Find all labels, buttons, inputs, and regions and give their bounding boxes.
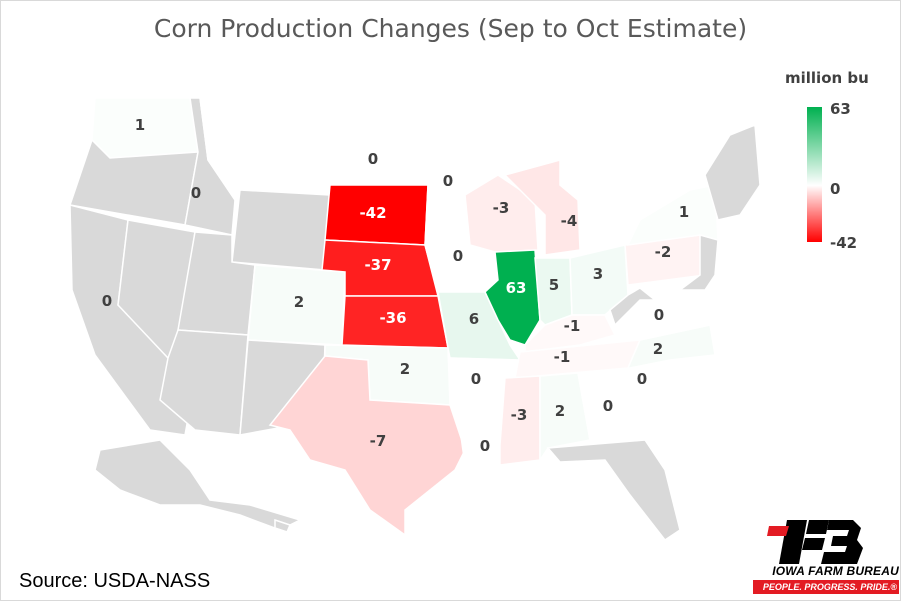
value-label-kentucky: -1 bbox=[564, 317, 581, 335]
state-alabama bbox=[539, 372, 591, 463]
iowa-farm-bureau-logo: IOWA FARM BUREAU PEOPLE. PROGRESS. PRIDE… bbox=[749, 520, 899, 596]
value-label-texas: -7 bbox=[370, 432, 387, 450]
legend-mid-label: 0 bbox=[830, 180, 841, 198]
value-label-pennsylvania: -2 bbox=[655, 243, 672, 261]
value-label-mississippi: -3 bbox=[511, 406, 528, 424]
value-label-illinois: 63 bbox=[506, 279, 527, 297]
legend-title: million bu bbox=[785, 69, 869, 87]
value-label-tennessee: -1 bbox=[554, 348, 571, 366]
value-label-northdakota: 0 bbox=[368, 150, 378, 168]
value-label-indiana: 5 bbox=[549, 276, 559, 294]
value-label-southdakota: -42 bbox=[359, 204, 386, 222]
source-note: Source: USDA-NASS bbox=[19, 570, 211, 592]
state-wisconsin bbox=[464, 174, 539, 253]
value-label-iowa: 0 bbox=[453, 247, 463, 265]
state-texas bbox=[268, 355, 466, 537]
state-michigan bbox=[503, 159, 581, 256]
value-label-northcarolina: 2 bbox=[653, 340, 663, 358]
value-label-oklahoma: 2 bbox=[400, 360, 410, 378]
value-label-wisconsin: -3 bbox=[493, 199, 510, 217]
value-label-michigan: -4 bbox=[561, 212, 578, 230]
state-florida bbox=[546, 439, 681, 542]
state-northdakota bbox=[329, 129, 429, 186]
value-label-alabama: 2 bbox=[555, 402, 565, 420]
value-label-california: 0 bbox=[102, 292, 112, 310]
fb-logo-icon bbox=[767, 520, 863, 564]
logo-tagline: PEOPLE. PROGRESS. PRIDE.® bbox=[753, 580, 899, 594]
legend-color-scale bbox=[807, 107, 822, 242]
chart-title: Corn Production Changes (Sep to Oct Esti… bbox=[153, 14, 748, 43]
state-georgia bbox=[577, 369, 661, 441]
state-newengland bbox=[704, 123, 761, 221]
state-wyoming bbox=[231, 189, 331, 271]
value-label-arkansas: 0 bbox=[471, 370, 481, 388]
state-hawaii bbox=[274, 518, 292, 533]
state-alaska bbox=[94, 439, 303, 531]
value-label-georgia: 0 bbox=[603, 397, 613, 415]
value-label-washington: 1 bbox=[135, 116, 145, 134]
state-westvirginia bbox=[609, 287, 658, 327]
value-label-missouri: 6 bbox=[469, 310, 479, 328]
value-label-montana: 0 bbox=[191, 184, 201, 202]
value-label-kansas: -36 bbox=[379, 309, 406, 327]
value-label-virginia: 0 bbox=[654, 306, 664, 324]
value-label-minnesota: 0 bbox=[443, 172, 453, 190]
value-label-nebraska: -37 bbox=[364, 256, 391, 274]
value-label-southcarolina: 0 bbox=[637, 370, 647, 388]
legend-max-label: 63 bbox=[830, 100, 851, 118]
state-mississippi bbox=[499, 375, 541, 466]
legend-min-label: -42 bbox=[830, 234, 858, 252]
value-label-ohio: 3 bbox=[593, 265, 603, 283]
state-midatlantic bbox=[677, 234, 719, 291]
logo-text: IOWA FARM BUREAU bbox=[772, 564, 899, 578]
value-label-louisiana: 0 bbox=[480, 437, 490, 455]
value-label-colorado: 2 bbox=[294, 293, 304, 311]
value-label-newyork: 1 bbox=[679, 203, 689, 221]
